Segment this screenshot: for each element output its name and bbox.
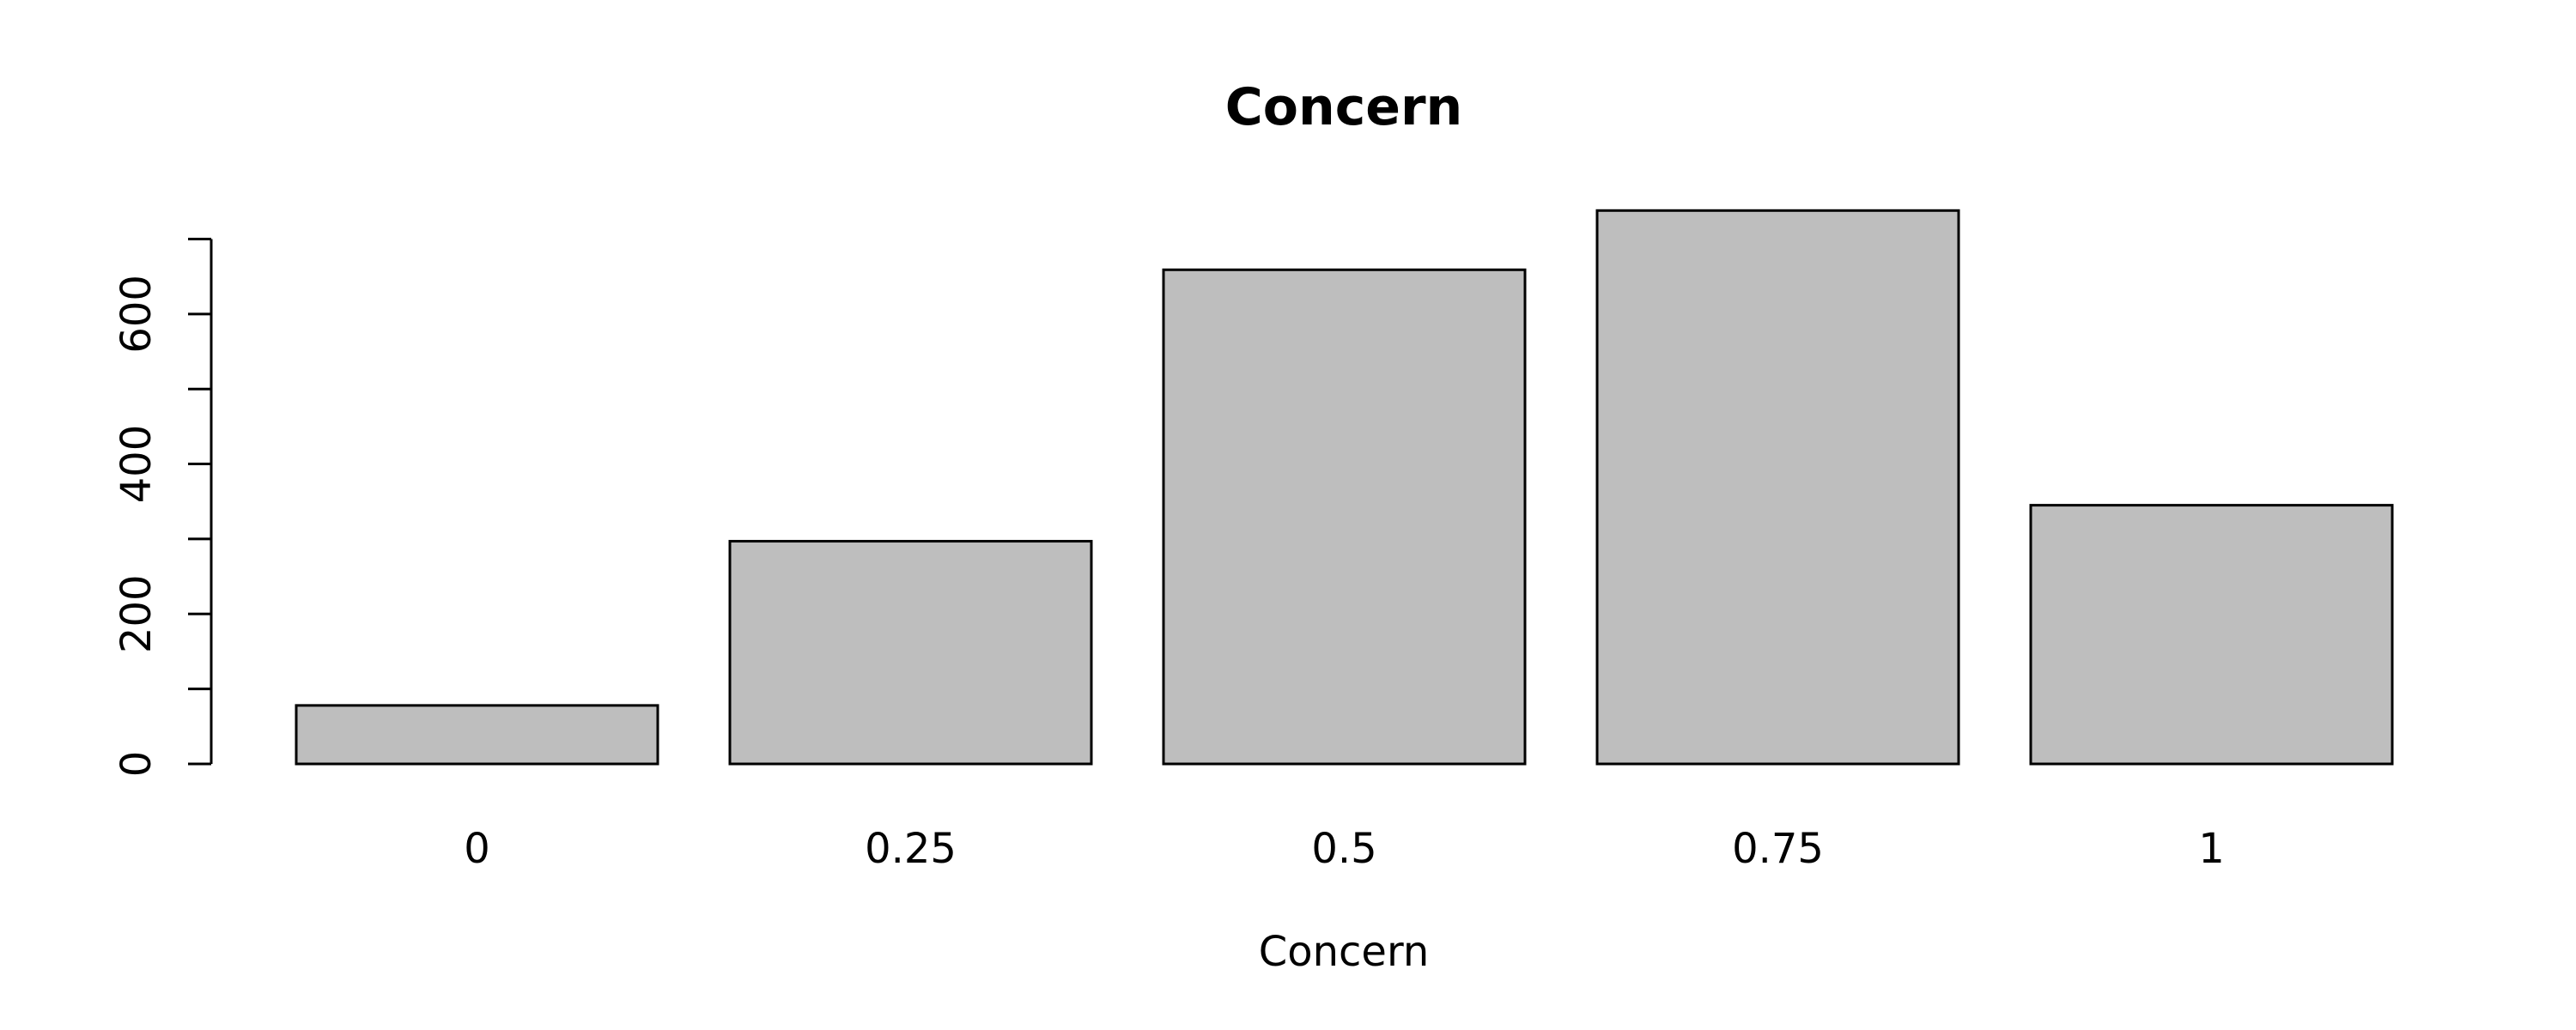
x-axis-tick-labels: 0 0.25 0.5 0.75 1 (464, 825, 2225, 873)
y-tick-label: 600 (112, 275, 161, 354)
x-tick-label: 0.75 (1732, 825, 1824, 873)
y-tick-label: 0 (112, 751, 161, 778)
bar-0_75 (1595, 209, 1960, 766)
bar-0_5 (1162, 268, 1527, 766)
bar-0 (295, 704, 659, 766)
y-axis: 0 200 400 600 (112, 237, 213, 778)
y-tick-label: 200 (112, 574, 161, 653)
chart-title: Concern (1225, 77, 1463, 137)
x-tick-label: 0.25 (865, 825, 957, 873)
x-axis-label: Concern (1259, 928, 1430, 976)
bars-group (295, 209, 2394, 766)
x-tick-label: 1 (2198, 825, 2225, 873)
bar-0_25 (728, 540, 1093, 766)
y-tick-label: 400 (112, 425, 161, 504)
bar-1 (2029, 504, 2394, 766)
x-tick-label: 0.5 (1311, 825, 1376, 873)
x-tick-label: 0 (464, 825, 490, 873)
